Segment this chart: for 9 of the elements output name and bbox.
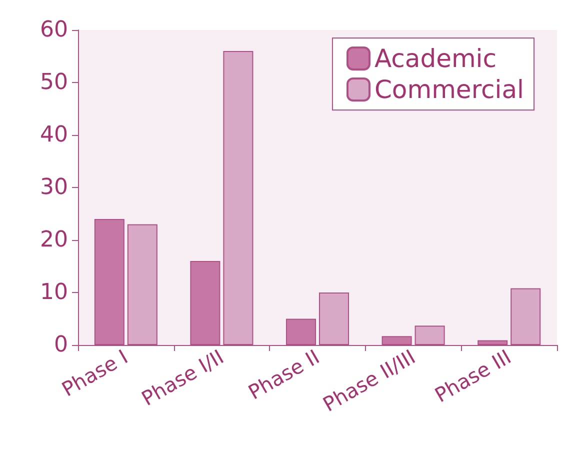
y-tick-label: 20 bbox=[40, 228, 68, 252]
y-tick-label: 60 bbox=[40, 18, 68, 42]
y-tick-label: 40 bbox=[40, 122, 68, 148]
y-tick-label: 50 bbox=[40, 70, 68, 95]
legend-label: Academic bbox=[374, 44, 497, 73]
y-tick-label: 10 bbox=[40, 280, 68, 305]
y-tick-label: 30 bbox=[40, 175, 68, 200]
y-tick-label: 0 bbox=[54, 332, 68, 358]
legend-label: Commercial bbox=[374, 75, 524, 104]
